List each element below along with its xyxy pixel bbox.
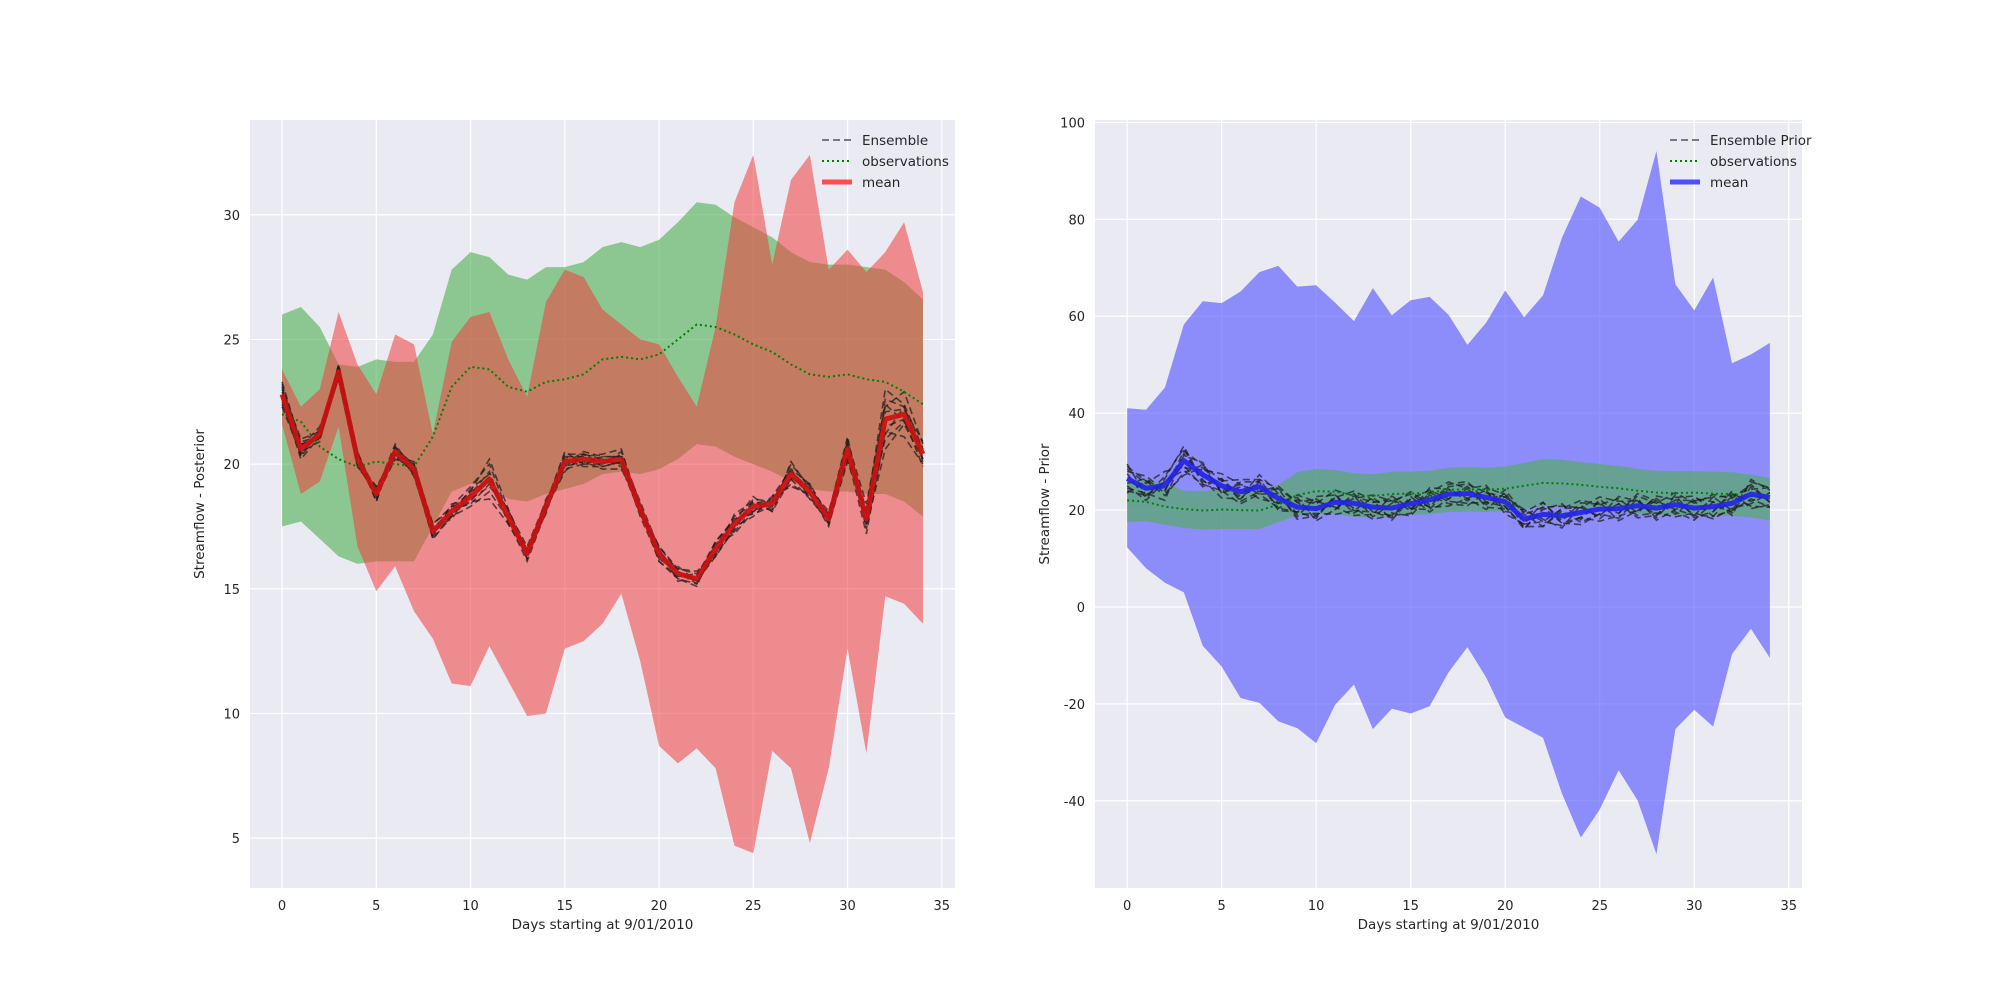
x-tick-label: 20 [651, 899, 668, 914]
ensemble-member-line [1126, 444, 1771, 528]
x-tick-label: 15 [1402, 899, 1419, 914]
legend-label: observations [1710, 154, 1797, 170]
y-axis-label: Streamflow - Posterior [192, 429, 208, 579]
legend-label: observations [862, 154, 949, 170]
x-tick-label: 35 [1780, 899, 1797, 914]
y-tick-label: 100 [1060, 116, 1085, 131]
ensemble-member-line [1126, 467, 1771, 522]
legend-label: Ensemble Prior [1710, 133, 1812, 149]
y-tick-label: 20 [1068, 504, 1085, 519]
legend: Ensemble observations mean [822, 133, 949, 191]
y-tick-label: 5 [232, 832, 240, 847]
y-axis-label: Streamflow - Prior [1037, 443, 1053, 565]
plot-content [279, 154, 926, 854]
x-axis-label: Days starting at 9/01/2010 [1358, 917, 1540, 933]
legend-label: mean [862, 175, 900, 191]
x-axis-label: Days starting at 9/01/2010 [512, 917, 694, 933]
ensemble-member-line [1126, 466, 1771, 526]
ensemble-member-line [1126, 469, 1770, 531]
mean-line [279, 369, 926, 582]
y-tick-label: 10 [223, 707, 240, 722]
y-tick-label: 40 [1068, 407, 1085, 422]
y-tick-label: 0 [1077, 601, 1085, 616]
y-tick-label: -40 [1064, 795, 1085, 810]
plot-content [1125, 151, 1771, 855]
x-tick-label: 10 [462, 899, 479, 914]
ensemble-member-line [281, 364, 924, 578]
y-tick-label: 25 [223, 333, 240, 348]
y-tick-label: 80 [1068, 213, 1085, 228]
y-tick-label: 15 [223, 583, 240, 598]
y-tick-label: 60 [1068, 310, 1085, 325]
panel-right: 0 5 10 15 20 25 30 35 -40 -20 0 20 40 60 80 100 Days sta… [1037, 116, 1812, 933]
legend: Ensemble Prior observations mean [1670, 133, 1812, 191]
x-tick-label: 15 [557, 899, 574, 914]
y-tick-label: -20 [1064, 698, 1085, 713]
x-tick-label: 30 [839, 899, 856, 914]
x-tick-label: 25 [745, 899, 762, 914]
mean-line [1125, 458, 1771, 522]
x-tick-label: 5 [372, 899, 380, 914]
x-tick-label: 25 [1591, 899, 1608, 914]
band-ensemble-spread [282, 154, 923, 854]
y-tick-label: 30 [223, 209, 240, 224]
ensemble-member-line [1126, 454, 1770, 522]
legend-label: Ensemble [862, 133, 928, 149]
legend-label: mean [1710, 175, 1748, 191]
x-tick-label: 0 [278, 899, 286, 914]
x-tick-label: 20 [1497, 899, 1514, 914]
x-tick-label: 0 [1123, 899, 1131, 914]
x-tick-label: 5 [1218, 899, 1226, 914]
x-tick-label: 30 [1686, 899, 1703, 914]
x-tick-label: 10 [1308, 899, 1325, 914]
ensemble-member-line [281, 366, 924, 578]
ensemble-member-line [1126, 449, 1771, 523]
panel-left: 0 5 10 15 20 25 30 35 5 10 15 20 25 30 Days starting a… [192, 120, 955, 933]
x-tick-label: 35 [934, 899, 951, 914]
observations-line [1127, 481, 1770, 512]
y-tick-label: 20 [223, 458, 240, 473]
